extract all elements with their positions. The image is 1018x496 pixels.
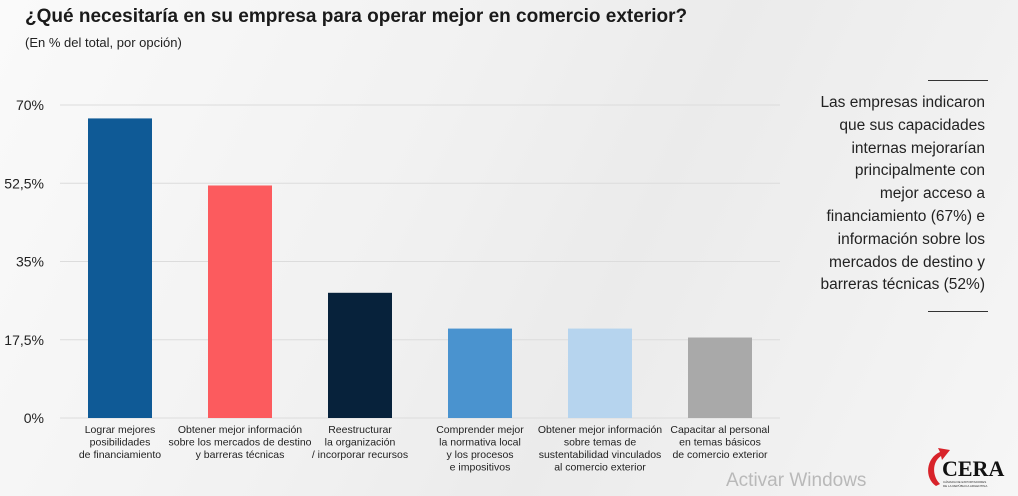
x-tick-label: y los procesos <box>446 449 513 461</box>
x-tick-label: Comprender mejor <box>436 424 524 436</box>
divider-bottom <box>928 311 988 312</box>
x-tick-label: / incorporar recursos <box>312 449 408 461</box>
side-note-line: información sobre los <box>837 230 985 248</box>
side-note-line: mercados de destino y <box>829 253 985 271</box>
x-tick-label: sobre los mercados de destino <box>169 437 312 449</box>
side-note-line: barreras técnicas (52%) <box>820 276 985 294</box>
windows-activation-watermark: Activar Windows <box>726 470 867 491</box>
svg-text:DE LA REPÚBLICA ARGENTINA: DE LA REPÚBLICA ARGENTINA <box>943 483 987 488</box>
bar <box>88 118 152 419</box>
y-tick-label: 70% <box>16 97 44 113</box>
y-tick-label: 35% <box>16 254 44 270</box>
x-tick-label: en temas básicos <box>679 437 761 449</box>
bar <box>448 328 512 418</box>
side-note-line: financiamiento (67%) e <box>826 207 985 225</box>
x-tick-label: sustentabilidad vinculados <box>539 449 662 461</box>
y-tick-label: 52,5% <box>4 175 44 191</box>
x-tick-label: Capacitar al personal <box>670 424 769 436</box>
x-tick-label: sobre temas de <box>564 437 637 449</box>
svg-text:CERA: CERA <box>942 456 1004 481</box>
bar <box>328 292 392 418</box>
x-tick-label: la normativa local <box>439 437 521 449</box>
divider-top <box>928 80 988 81</box>
chart-title: ¿Qué necesitaría en su empresa para oper… <box>25 6 688 27</box>
chart-subtitle: (En % del total, por opción) <box>25 35 182 50</box>
x-tick-label: al comercio exterior <box>554 462 646 474</box>
side-note: Las empresas indicaron que sus capacidade… <box>770 92 985 297</box>
bar <box>688 337 752 418</box>
cera-logo: CERA CÁMARA DE EXPORTADORES DE LA REPÚBL… <box>928 448 1004 488</box>
side-note-line: que sus capacidades <box>839 116 985 134</box>
x-tick-label: y barreras técnicas <box>196 449 285 461</box>
x-tick-label: de comercio exterior <box>672 449 768 461</box>
y-tick-label: 0% <box>24 410 44 426</box>
x-tick-label: Obtener mejor información <box>538 424 662 436</box>
x-tick-label: Reestructurar <box>328 424 392 436</box>
bar <box>208 185 272 418</box>
bar <box>568 328 632 418</box>
side-note-line: principalmente con <box>854 162 985 180</box>
x-tick-label: la organización <box>325 437 396 449</box>
x-tick-label: Lograr mejores <box>85 424 156 436</box>
side-note-line: Las empresas indicaron <box>820 94 985 111</box>
side-note-line: internas mejorarían <box>851 139 985 157</box>
x-tick-label: e impositivos <box>450 462 511 474</box>
y-tick-label: 17,5% <box>4 332 44 348</box>
side-note-line: mejor acceso a <box>879 185 985 203</box>
x-tick-label: posibilidades <box>90 437 151 449</box>
svg-text:CÁMARA DE EXPORTADORES: CÁMARA DE EXPORTADORES <box>943 480 986 484</box>
x-tick-label: Obtener mejor información <box>178 424 302 436</box>
x-tick-label: de financiamiento <box>79 449 161 461</box>
